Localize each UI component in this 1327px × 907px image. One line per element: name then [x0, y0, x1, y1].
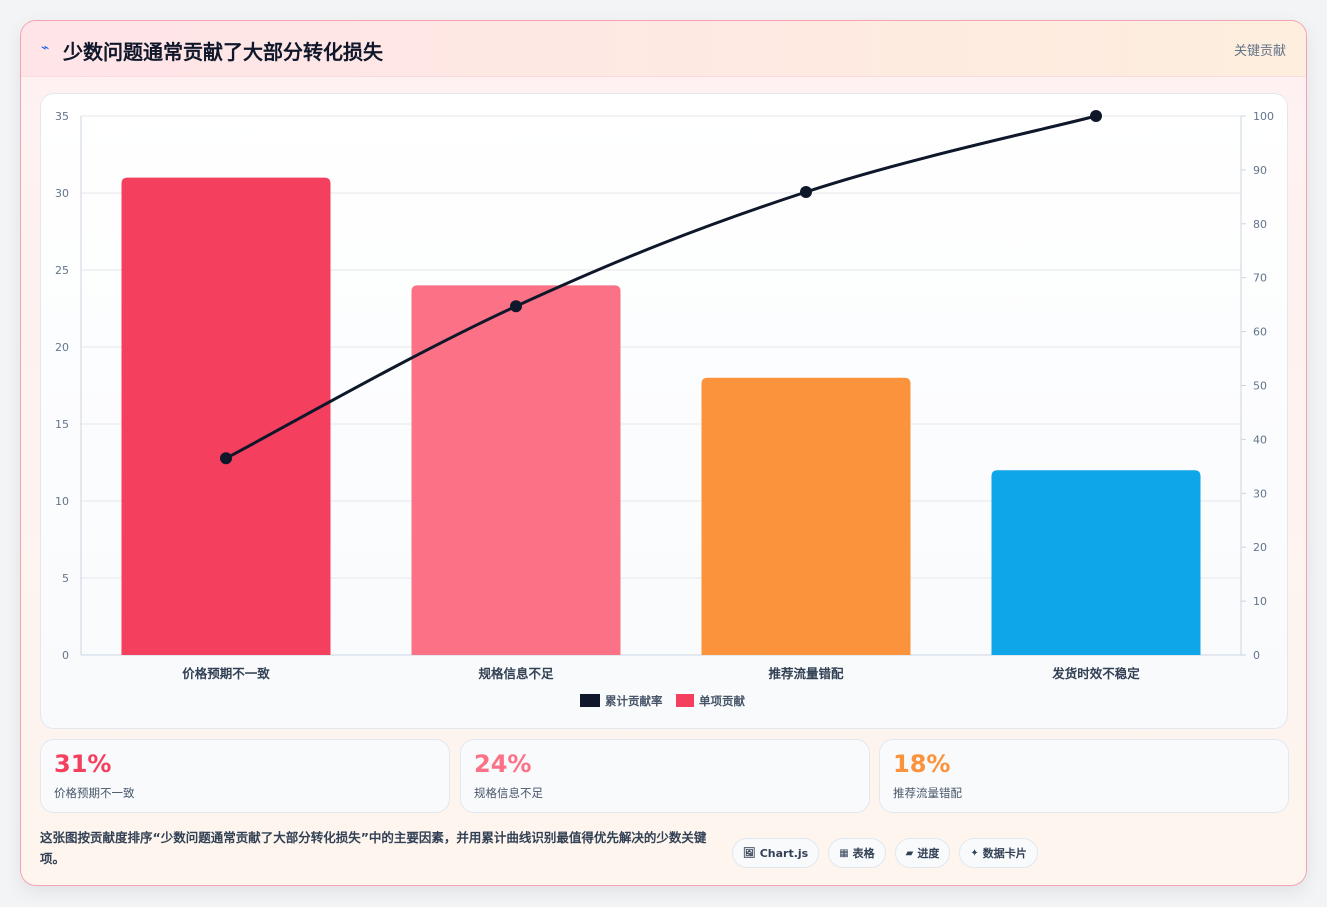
- y2-tick-label: 20: [1253, 541, 1267, 554]
- legend-swatch-single: [676, 694, 694, 707]
- y-tick-label: 20: [55, 341, 69, 354]
- y2-tick-label: 0: [1253, 649, 1260, 662]
- feature-chips: 🖼 Chart.js ▦ 表格 ▰ 进度 ✦ 数据卡片: [732, 838, 1038, 868]
- y-tick-label: 0: [62, 649, 69, 662]
- stat-card-1: 31% 价格预期不一致: [40, 739, 450, 813]
- chip-label: Chart.js: [760, 847, 809, 860]
- stat-card-3: 18% 推荐流量错配: [879, 739, 1289, 813]
- chip-table[interactable]: ▦ 表格: [828, 838, 885, 868]
- cumulative-line: [226, 116, 1096, 458]
- cumulative-point-4: [1090, 110, 1102, 122]
- y-tick-label: 5: [62, 572, 69, 585]
- stat-label: 规格信息不足: [474, 785, 543, 801]
- card-header: ⌁ 少数问题通常贡献了大部分转化损失 关键贡献: [21, 21, 1306, 77]
- stat-value: 31%: [54, 750, 111, 778]
- table-icon: ▦: [839, 848, 848, 859]
- chip-chartjs[interactable]: 🖼 Chart.js: [732, 838, 819, 868]
- y-tick-label: 35: [55, 110, 69, 123]
- chip-data-card[interactable]: ✦ 数据卡片: [959, 838, 1037, 868]
- image-icon: 🖼: [743, 848, 756, 859]
- x-category-label: 价格预期不一致: [182, 666, 270, 681]
- cumulative-point-1: [220, 452, 232, 464]
- y-tick-label: 15: [55, 418, 69, 431]
- y2-tick-label: 40: [1253, 433, 1267, 446]
- stat-value: 18%: [893, 750, 950, 778]
- legend-swatch-cumulative: [580, 694, 600, 707]
- y-tick-label: 10: [55, 495, 69, 508]
- chip-label: 表格: [853, 845, 875, 861]
- x-category-label: 发货时效不稳定: [1051, 666, 1140, 681]
- y2-tick-label: 60: [1253, 326, 1267, 339]
- chip-label: 数据卡片: [983, 845, 1027, 861]
- stat-value: 24%: [474, 750, 531, 778]
- chart-description: 这张图按贡献度排序“少数问题通常贡献了大部分转化损失”中的主要因素，并用累计曲线…: [40, 827, 722, 869]
- legend-label-single: 单项贡献: [699, 694, 745, 708]
- x-category-label: 规格信息不足: [478, 666, 554, 681]
- chip-label: 进度: [917, 845, 939, 861]
- stat-card-2: 24% 规格信息不足: [460, 739, 870, 813]
- y2-tick-label: 50: [1253, 380, 1267, 393]
- bar-3: [702, 378, 911, 655]
- header-tag: 关键贡献: [1234, 40, 1286, 59]
- y-tick-label: 25: [55, 264, 69, 277]
- y2-tick-label: 90: [1253, 164, 1267, 177]
- sparkle-icon: ✦: [970, 848, 978, 859]
- legend-label-cumulative: 累计贡献率: [605, 694, 663, 708]
- y2-tick-label: 70: [1253, 272, 1267, 285]
- cumulative-point-3: [800, 186, 812, 198]
- card-title: 少数问题通常贡献了大部分转化损失: [63, 36, 383, 65]
- cumulative-point-2: [510, 300, 522, 312]
- x-category-label: 推荐流量错配: [768, 666, 844, 681]
- y2-tick-label: 100: [1253, 110, 1274, 123]
- stat-label: 价格预期不一致: [54, 785, 135, 801]
- chart-card: ⌁ 少数问题通常贡献了大部分转化损失 关键贡献 0 5 10 15 20 25 30 35 0 1…: [20, 20, 1307, 886]
- y2-tick-label: 30: [1253, 487, 1267, 500]
- y-tick-label: 30: [55, 187, 69, 200]
- bar-4: [992, 470, 1201, 655]
- y2-tick-label: 10: [1253, 595, 1267, 608]
- bar-1: [122, 178, 331, 655]
- progress-icon: ▰: [906, 848, 914, 859]
- chart-panel: 0 5 10 15 20 25 30 35 0 10 20 30 40 50 60 70 80 90 100 价格预期…: [40, 93, 1288, 729]
- y2-tick-label: 80: [1253, 218, 1267, 231]
- chip-progress[interactable]: ▰ 进度: [895, 838, 951, 868]
- pareto-chart: 0 5 10 15 20 25 30 35 0 10 20 30 40 50 60 70 80 90 100 价格预期…: [41, 94, 1288, 729]
- stat-label: 推荐流量错配: [893, 785, 962, 801]
- lightning-icon: ⌁: [41, 40, 49, 56]
